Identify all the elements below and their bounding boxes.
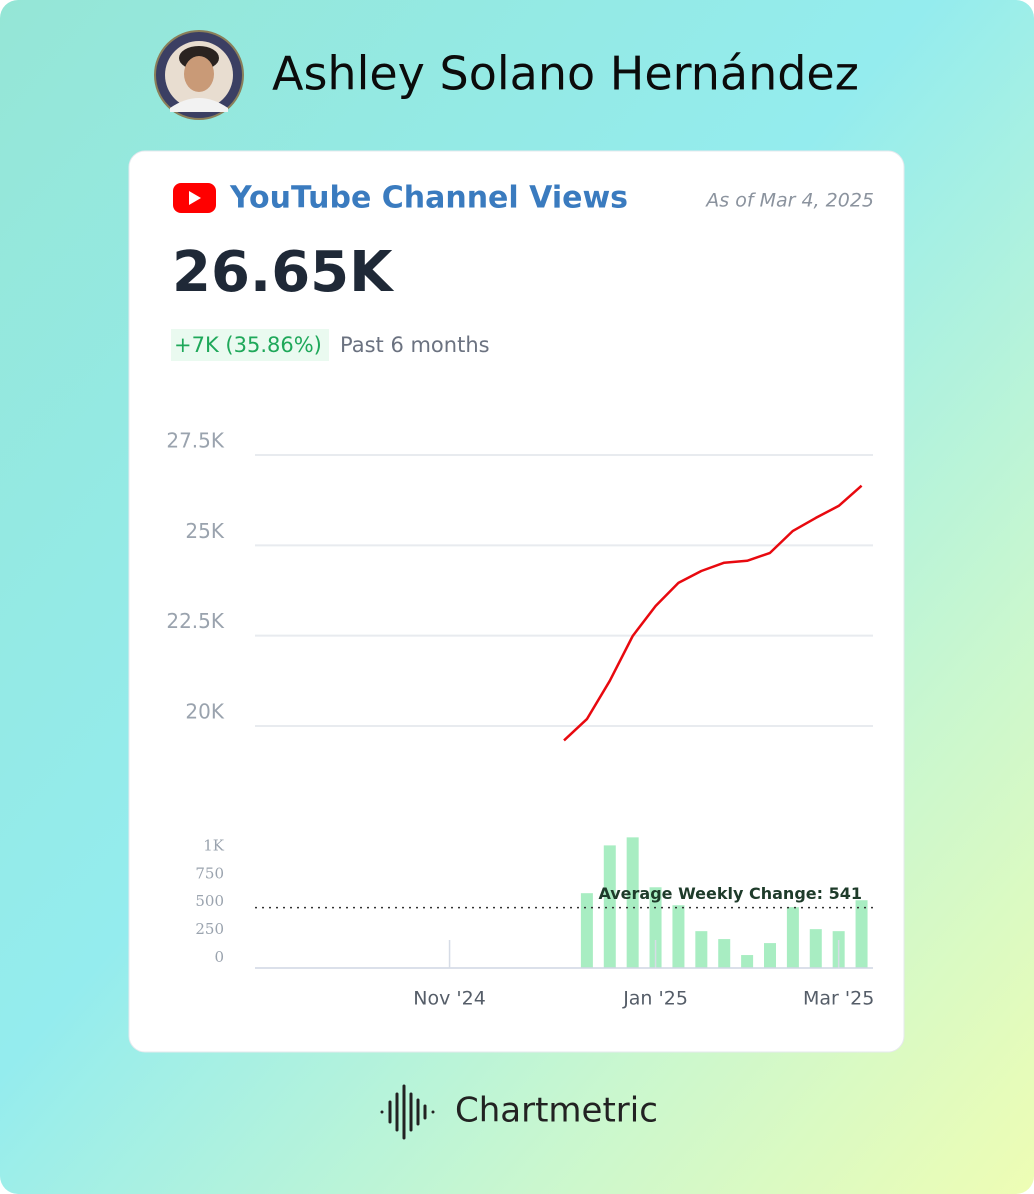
total-views: 26.65K: [172, 240, 395, 305]
x-tick-label: Nov '24: [413, 988, 486, 1010]
change-period: Past 6 months: [340, 333, 490, 357]
y-tick-label: 500: [195, 892, 224, 910]
weekly-change-bar: [764, 943, 776, 968]
avatar: [154, 30, 244, 120]
y-tick-label: 750: [195, 864, 224, 882]
weekly-change-bar: [695, 931, 708, 968]
card-title: YouTube Channel Views: [229, 181, 628, 216]
x-tick-label: Mar '25: [803, 988, 874, 1010]
weekly-change-bar: [855, 900, 868, 968]
change-value: +7K (35.86%): [174, 333, 322, 357]
y-tick-label: 1K: [203, 836, 225, 854]
weekly-change-bar: [741, 955, 754, 968]
y-tick-label: 27.5K: [166, 429, 225, 453]
weekly-change-bar: [649, 887, 662, 968]
artist-name: Ashley Solano Hernández: [272, 47, 859, 101]
as-of-date: As of Mar 4, 2025: [704, 190, 874, 212]
x-tick-label: Jan '25: [622, 988, 688, 1010]
average-label: Average Weekly Change: 541: [598, 884, 862, 903]
views-line: [563, 484, 863, 742]
y-tick-label: 22.5K: [166, 609, 225, 633]
weekly-change-bar: [580, 893, 593, 968]
brand-name: Chartmetric: [455, 1091, 658, 1131]
weekly-change-bar: [786, 907, 799, 968]
y-tick-label: 25K: [185, 519, 224, 543]
weekly-change-bar: [809, 929, 822, 968]
chartmetric-logo: [380, 1084, 435, 1140]
y-tick-label: 250: [195, 920, 224, 938]
youtube-icon: [173, 183, 216, 213]
weekly-change-bar: [672, 905, 685, 968]
card: [128, 150, 905, 1053]
weekly-change-bar: [626, 837, 639, 968]
change-badge: [171, 329, 329, 361]
y-tick-label: 20K: [185, 699, 224, 723]
y-tick-label: 0: [214, 948, 224, 966]
weekly-change-bar: [603, 845, 616, 968]
weekly-change-bar: [718, 939, 731, 968]
